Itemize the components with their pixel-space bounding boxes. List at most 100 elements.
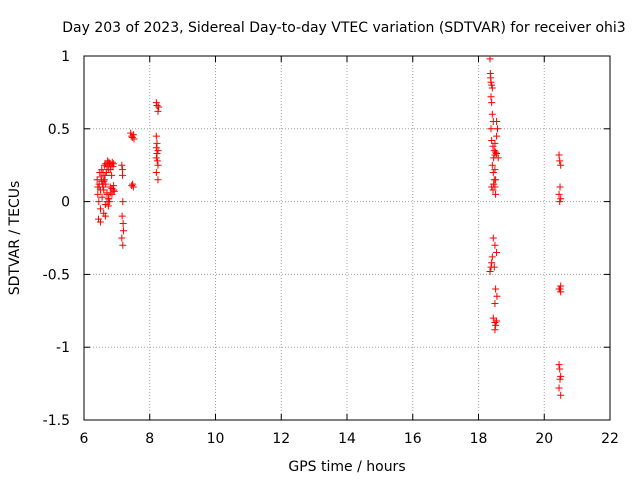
data-point [491,139,499,147]
data-point [106,189,114,197]
data-point [153,139,161,147]
x-axis-label: GPS time / hours [288,459,405,475]
data-point [100,176,108,184]
data-point [118,212,126,220]
x-tick-label: 6 [80,431,89,447]
chart-title: Day 203 of 2023, Sidereal Day-to-day VTE… [62,20,625,36]
data-point [488,99,496,107]
data-point [493,292,501,300]
data-points [93,55,565,399]
data-point [105,195,113,203]
data-point [491,151,499,159]
data-point [128,134,136,142]
data-point [95,198,103,206]
data-point [492,176,500,184]
data-point [555,151,563,159]
data-point [110,187,118,195]
data-point [128,182,136,190]
y-tick-label: 0.5 [48,122,70,138]
data-point [152,144,160,152]
y-tick-labels: -1.5 -1 -0.5 0 0.5 1 [43,49,70,429]
data-point [488,110,496,118]
x-tick-label: 12 [272,431,290,447]
data-point [487,125,495,133]
data-point [493,317,501,325]
data-point [101,212,109,220]
data-point [492,285,500,293]
data-point [488,84,496,92]
data-point [118,161,126,169]
data-point [488,253,496,261]
data-point [493,249,501,257]
x-tick-labels: 6 8 10 12 14 16 18 20 22 [80,431,619,447]
data-point [129,183,137,191]
data-point [129,131,137,139]
y-tick-label: 0 [61,195,70,211]
data-point [557,282,565,290]
data-point [98,166,106,174]
data-point [492,148,500,156]
data-point [154,107,162,115]
y-tick-label: -1.5 [43,413,70,429]
data-point [557,391,565,399]
x-tick-label: 16 [404,431,422,447]
data-point [494,154,502,162]
data-point [487,78,495,86]
data-point [556,198,564,206]
data-point [102,180,110,188]
data-point [488,161,496,169]
data-point [118,234,126,242]
x-tick-label: 20 [535,431,553,447]
data-point [555,361,563,369]
axis-ticks [83,55,611,421]
data-point [489,186,497,194]
data-point [492,321,500,329]
data-point [491,300,499,308]
data-point [491,318,499,326]
data-point [130,135,138,143]
data-point [489,234,497,242]
data-point [557,372,565,380]
data-point [154,147,162,155]
data-point [152,132,160,140]
data-point [119,198,127,206]
data-point [494,125,502,133]
data-point [489,168,497,176]
data-point [153,157,161,165]
data-point [110,182,118,190]
data-point [555,190,563,198]
data-point [493,132,501,140]
data-point [94,190,102,198]
y-tick-label: -0.5 [43,267,70,283]
data-point [98,193,106,201]
data-point [556,157,564,165]
data-point [488,136,496,144]
data-point [556,285,564,293]
data-point [557,161,565,169]
data-point [101,201,109,209]
data-point [490,180,498,188]
data-point [96,205,104,213]
data-point [153,102,161,110]
data-point [153,150,161,158]
data-point [101,171,109,179]
x-tick-label: 10 [207,431,225,447]
data-point [493,150,501,158]
data-point [96,218,104,226]
y-tick-label: -1 [56,340,70,356]
data-point [491,241,499,249]
data-point [104,202,112,210]
data-point [557,195,565,203]
data-point [108,171,116,179]
data-point [487,93,495,101]
data-point [129,180,137,188]
x-tick-label: 22 [601,431,619,447]
x-tick-label: 8 [145,431,154,447]
data-point [155,103,163,111]
data-point [556,375,564,383]
y-tick-label: 1 [61,49,70,65]
data-point [118,171,126,179]
data-point [110,160,118,168]
data-point [486,267,494,275]
